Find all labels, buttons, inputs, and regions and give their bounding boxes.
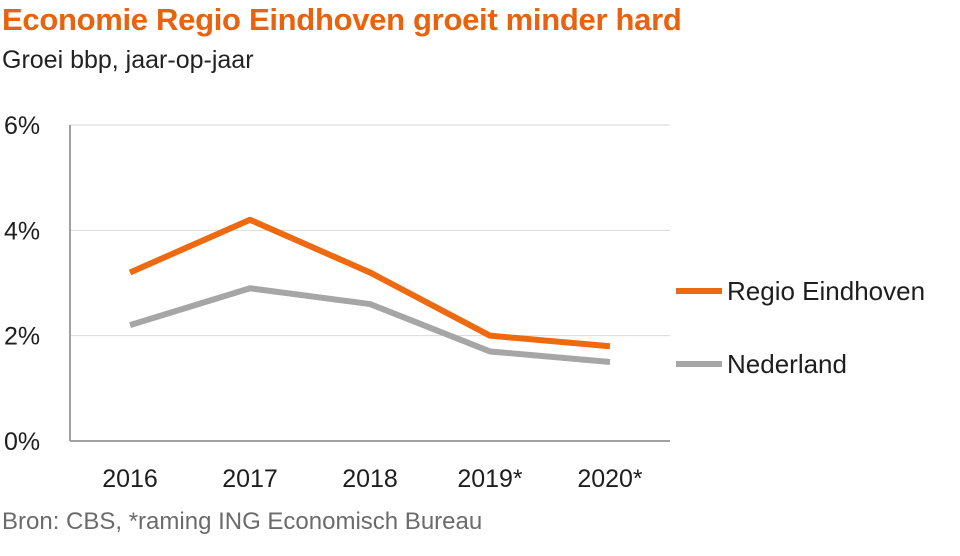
x-tick-label: 2016 <box>102 465 158 493</box>
legend-label: Nederland <box>727 349 847 379</box>
y-tick-label: 0% <box>4 428 40 456</box>
series-line-nederland <box>129 285 611 365</box>
series-line-regio-eindhoven <box>128 216 611 350</box>
gridlines <box>70 124 670 337</box>
y-tick-label: 6% <box>4 112 40 140</box>
legend: Regio Eindhoven Nederland <box>676 276 925 379</box>
x-tick-label: 2019* <box>457 465 523 493</box>
chart-subtitle: Groei bbp, jaar-op-jaar <box>2 46 254 74</box>
y-tick-label: 4% <box>4 217 40 245</box>
x-tick-label: 2020* <box>577 465 643 493</box>
x-tick-labels: 2016 2017 2018 2019* 2020* <box>102 465 643 493</box>
y-tick-labels: 0% 2% 4% 6% <box>4 112 40 456</box>
source-note: Bron: CBS, *raming ING Economisch Bureau <box>2 508 483 535</box>
x-tick-label: 2017 <box>222 465 278 493</box>
legend-label: Regio Eindhoven <box>727 276 925 306</box>
y-tick-label: 2% <box>4 323 40 351</box>
x-tick-label: 2018 <box>342 465 398 493</box>
series-lines <box>128 216 611 365</box>
chart-title: Economie Regio Eindhoven groeit minder h… <box>2 2 682 37</box>
